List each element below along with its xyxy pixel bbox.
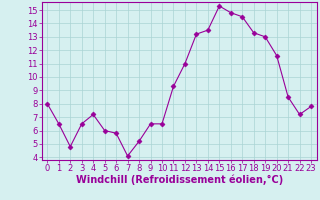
X-axis label: Windchill (Refroidissement éolien,°C): Windchill (Refroidissement éolien,°C) [76,175,283,185]
